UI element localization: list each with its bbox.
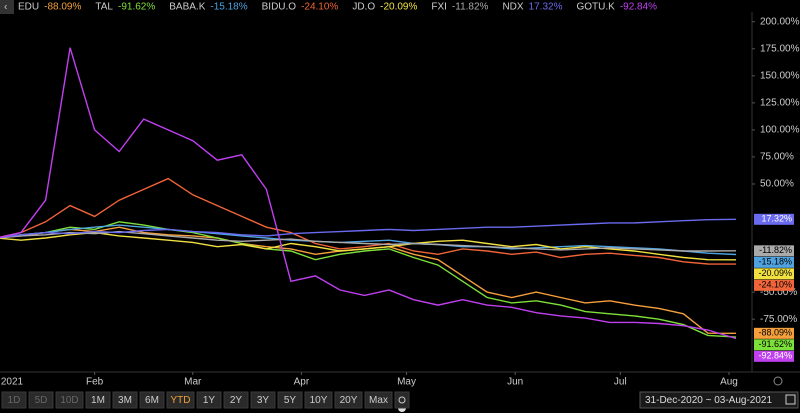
last-value-label: 17.32% — [761, 214, 792, 224]
legend-name: TAL — [95, 2, 113, 13]
x-tick-label: Jul — [614, 377, 627, 388]
calendar-icon — [785, 394, 796, 405]
range-button[interactable] — [139, 391, 165, 409]
y-tick-label: 175.00% — [760, 43, 800, 54]
range-button-label: 1M — [91, 395, 105, 406]
legend-name: GOTU.K — [576, 2, 615, 13]
last-value-label: -88.09% — [758, 328, 792, 338]
series-line — [0, 231, 737, 261]
range-button[interactable] — [55, 391, 84, 409]
legend-name: JD.O — [352, 2, 375, 13]
date-range-box[interactable] — [639, 391, 799, 409]
range-button[interactable] — [85, 391, 111, 409]
legend-value: -88.09% — [44, 2, 81, 13]
range-button-label: 5Y — [284, 395, 297, 406]
series-line — [0, 221, 737, 338]
last-value-label: -20.09% — [758, 268, 792, 278]
series-line — [0, 224, 737, 256]
last-value-label: -15.18% — [758, 257, 792, 267]
last-value-badge — [754, 327, 794, 339]
x-tick-label: Jun — [507, 377, 523, 388]
last-value-badge — [754, 350, 794, 362]
y-tick-label: -75.00% — [760, 314, 797, 325]
x-tick-label: Feb — [86, 377, 104, 388]
legend-name: EDU — [18, 2, 39, 13]
series-line — [0, 47, 737, 340]
series-line — [0, 177, 737, 265]
series-line — [0, 230, 737, 252]
y-tick-label: 150.00% — [760, 70, 800, 81]
legend-value: -20.09% — [380, 2, 417, 13]
range-button-label: 5D — [35, 395, 48, 406]
legend-value: -91.62% — [118, 2, 155, 13]
range-button[interactable] — [196, 391, 222, 409]
last-value-badge — [754, 339, 794, 351]
y-tick-label: 50.00% — [760, 179, 794, 190]
range-button[interactable] — [112, 391, 138, 409]
legend-name: BIDU.O — [262, 2, 297, 13]
legend-value: -24.10% — [301, 2, 338, 13]
last-value-label: -24.10% — [758, 280, 792, 290]
range-button-label: 10Y — [310, 395, 328, 406]
x-tick-label: 2021 — [1, 377, 24, 388]
legend-value: -11.82% — [452, 2, 489, 13]
last-value-badge — [754, 279, 794, 291]
range-button-label: 6M — [145, 395, 159, 406]
legend-name: FXI — [431, 2, 447, 13]
legend-value: -15.18% — [210, 2, 247, 13]
x-tick-label: Mar — [184, 377, 202, 388]
range-button[interactable] — [223, 391, 249, 409]
settings-gear — [398, 396, 406, 404]
legend-name: NDX — [502, 2, 523, 13]
x-tick-label: Aug — [720, 377, 738, 388]
legend-value: -92.84% — [620, 2, 657, 13]
last-value-badge — [754, 256, 794, 268]
last-value-badge — [754, 268, 794, 280]
y-tick-label: 200.00% — [760, 16, 800, 27]
back-button[interactable] — [0, 0, 14, 14]
plot-area — [0, 47, 737, 340]
y-tick-label: 125.00% — [760, 97, 800, 108]
range-button[interactable] — [250, 391, 276, 409]
range-button-label: 1Y — [203, 395, 216, 406]
date-range: 31-Dec-2020 ~ 03-Aug-2021 — [645, 395, 772, 406]
legend-name: BABA.K — [169, 2, 205, 13]
range-button[interactable] — [1, 391, 27, 409]
y-tick-label: 75.00% — [760, 152, 794, 163]
x-tick-label: May — [397, 377, 416, 388]
last-value-label: -91.62% — [758, 339, 792, 349]
range-button-label: 3Y — [257, 395, 270, 406]
range-button-label: 10D — [60, 395, 78, 406]
range-button-label: 2Y — [230, 395, 243, 406]
last-value-label: -11.82% — [759, 245, 792, 255]
range-button-label: 1D — [8, 395, 21, 406]
range-button[interactable] — [364, 391, 393, 409]
settings-icon[interactable] — [773, 376, 783, 386]
legend-value: 17.32% — [529, 2, 563, 13]
range-button-label: 20Y — [340, 395, 358, 406]
range-button-label: Max — [369, 395, 388, 406]
last-value-badge — [754, 213, 794, 225]
range-button[interactable] — [277, 391, 303, 409]
range-button-label: YTD — [171, 395, 191, 406]
series-line — [0, 218, 737, 239]
back-icon: ‹ — [4, 2, 7, 13]
range-button[interactable] — [304, 391, 333, 409]
range-button-label: 3M — [118, 395, 132, 406]
x-tick-label: Apr — [294, 377, 310, 388]
y-tick-label: -50.00% — [760, 287, 797, 298]
range-button[interactable] — [166, 391, 195, 409]
range-button[interactable] — [28, 391, 54, 409]
y-tick-label: 100.00% — [760, 125, 800, 136]
last-value-label: -92.84% — [758, 351, 792, 361]
settings-button[interactable] — [394, 391, 410, 409]
last-value-badge — [754, 245, 794, 257]
range-button[interactable] — [334, 391, 363, 409]
